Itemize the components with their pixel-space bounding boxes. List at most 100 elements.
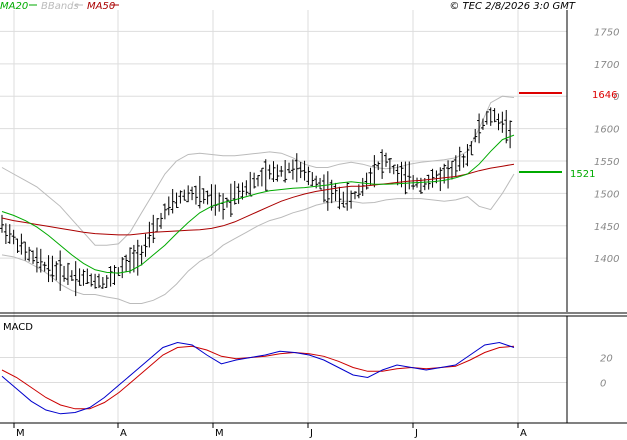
price-bar: [290, 159, 295, 180]
price-bar: [469, 141, 474, 156]
price-bar: [252, 172, 257, 189]
price-bar: [465, 144, 470, 167]
price-bar: [38, 248, 43, 273]
price-bar: [240, 182, 245, 200]
macd-signal-line: [1, 345, 515, 410]
price-bar: [0, 214, 4, 233]
price-bar: [438, 167, 443, 192]
x-tick-label: M: [215, 428, 224, 439]
price-bar: [372, 155, 377, 188]
legend-ma50-label: MA50: [87, 1, 115, 12]
price-bar: [349, 190, 354, 209]
price-bar: [166, 196, 171, 216]
price-bar: [310, 172, 315, 187]
price-bar: [65, 262, 70, 285]
price-y-tick: 1600: [594, 125, 619, 136]
price-bar: [131, 244, 136, 273]
price-bar: [446, 160, 451, 189]
price-bar: [403, 161, 408, 195]
price-bar: [54, 261, 59, 281]
price-bar: [236, 183, 241, 204]
price-y-tick: 1450: [594, 222, 619, 233]
price-bar: [23, 241, 28, 261]
ma50-path: [1, 163, 515, 236]
copyright-text: © TEC 2/8/2026 3:0 GMT: [449, 1, 576, 12]
price-bar: [508, 120, 513, 149]
price-bar: [306, 166, 311, 186]
price-bar: [325, 171, 330, 211]
price-bar: [120, 257, 125, 279]
price-bar: [3, 223, 8, 245]
legend: MA20 BBands MA50: [0, 1, 119, 12]
price-bar: [341, 191, 346, 208]
price-bar: [85, 268, 90, 285]
bbands-upper-path: [1, 95, 515, 246]
price-bar: [197, 175, 202, 209]
resistance-label: 1646: [592, 90, 617, 101]
macd-y-tick: 0: [600, 379, 606, 390]
resistance-label-box: [590, 88, 614, 101]
price-bar: [104, 275, 109, 288]
price-bar: [488, 107, 493, 126]
price-y-axis: 17501700165016001550150014501400: [594, 27, 619, 265]
price-bar: [352, 191, 357, 200]
price-bar: [81, 269, 86, 286]
price-bar: [151, 214, 156, 244]
x-tick-label: M: [16, 428, 25, 439]
price-bar: [337, 186, 342, 210]
price-panel: 17501700165016001550150014501400: [0, 10, 619, 423]
price-bar: [128, 247, 132, 274]
macd-y-tick: 20: [600, 354, 613, 365]
price-bar: [384, 152, 388, 167]
price-bar: [430, 168, 435, 188]
bbands-upper: [1, 95, 515, 246]
price-grid: [0, 10, 567, 423]
price-bar: [73, 261, 78, 297]
price-bar: [473, 129, 478, 143]
macd-grid: [0, 357, 567, 383]
price-bar: [190, 186, 195, 201]
price-bar: [147, 221, 152, 248]
macd-y-axis: 20 0: [600, 354, 613, 390]
price-y-tick: 1500: [594, 189, 619, 200]
macd-panel: 20 0 MACD: [0, 322, 613, 415]
price-bar: [143, 233, 148, 257]
price-bar: [174, 192, 179, 208]
price-bar: [186, 185, 191, 203]
price-y-tick: 1400: [594, 254, 619, 265]
price-bar: [34, 247, 39, 273]
price-y-tick: 1750: [594, 27, 619, 38]
price-bar: [333, 182, 338, 202]
price-bar: [224, 197, 229, 208]
price-bar: [193, 185, 198, 205]
legend-bbands-label: BBands: [41, 1, 79, 12]
price-bar: [182, 189, 187, 201]
price-bar: [19, 233, 24, 255]
price-bar: [256, 175, 260, 187]
price-bar: [62, 265, 67, 282]
price-y-tick: 1700: [594, 60, 619, 71]
price-bar: [294, 153, 299, 183]
price-bar: [205, 190, 210, 205]
price-bar: [364, 172, 369, 190]
price-bar: [162, 203, 167, 220]
price-bar: [11, 229, 16, 245]
price-bar: [42, 261, 47, 272]
price-bar: [259, 167, 264, 187]
x-tick-label: A: [520, 428, 527, 439]
price-bar: [298, 161, 303, 179]
price-bar: [46, 255, 51, 283]
price-bar: [112, 265, 117, 285]
price-bar: [267, 164, 272, 180]
price-bar: [368, 167, 373, 185]
x-tick-label: J: [309, 428, 313, 439]
legend-ma20-label: MA20: [0, 1, 28, 12]
ma20-line: [1, 134, 515, 274]
price-bar: [96, 273, 101, 289]
price-bar: [407, 161, 412, 190]
price-bar: [201, 188, 206, 204]
price-bar: [380, 149, 385, 179]
price-bar: [480, 118, 485, 130]
